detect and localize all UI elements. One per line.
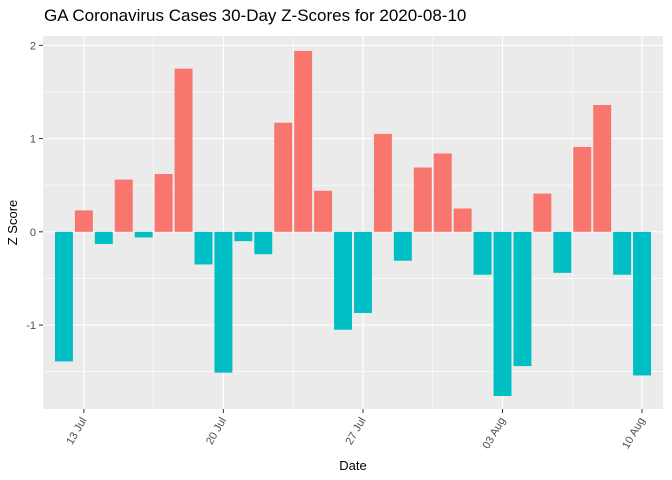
chart-title: GA Coronavirus Cases 30-Day Z-Scores for… — [44, 6, 467, 25]
y-tick-label: -1 — [26, 320, 36, 332]
bar — [353, 231, 372, 313]
bar — [74, 210, 93, 232]
bar — [393, 231, 412, 261]
bar — [334, 231, 353, 330]
bar — [294, 50, 313, 232]
bar — [54, 231, 73, 362]
x-tick-label: 13 Jul — [64, 416, 89, 447]
bar — [114, 179, 133, 232]
x-tick-label: 10 Aug — [620, 416, 648, 452]
minor-gridlines — [43, 36, 663, 409]
bar — [413, 167, 432, 232]
y-tick-label: 2 — [30, 40, 36, 52]
x-axis-ticks: 13 Jul 20 Jul 27 Jul 03 Aug 10 Aug — [64, 409, 648, 452]
bar — [633, 231, 652, 376]
bar — [553, 231, 572, 273]
bar — [154, 174, 173, 232]
x-tick-label: 27 Jul — [343, 416, 368, 447]
bar — [194, 231, 213, 265]
bar — [433, 153, 452, 232]
bars — [54, 50, 652, 396]
x-axis-title: Date — [339, 458, 366, 473]
bar — [134, 231, 153, 238]
bar — [214, 231, 233, 373]
bar — [473, 231, 492, 275]
bar — [373, 133, 392, 232]
bar — [254, 231, 273, 255]
bar — [493, 231, 512, 396]
bar — [573, 146, 592, 232]
bar — [94, 231, 113, 244]
y-axis-title: Z Score — [5, 200, 20, 246]
y-tick-label: 1 — [30, 134, 36, 146]
bar — [274, 122, 293, 232]
bar — [314, 190, 333, 232]
bar — [234, 231, 253, 242]
bar — [174, 68, 193, 232]
bar — [593, 105, 612, 232]
y-tick-label: 0 — [30, 227, 36, 239]
bar — [453, 208, 472, 232]
bar — [513, 231, 532, 367]
plot-panel — [43, 36, 663, 409]
bar — [613, 231, 632, 275]
y-axis-ticks: -1 0 1 2 — [26, 40, 43, 332]
x-tick-label: 20 Jul — [204, 416, 229, 447]
bar — [533, 193, 552, 232]
x-tick-label: 03 Aug — [481, 416, 509, 452]
